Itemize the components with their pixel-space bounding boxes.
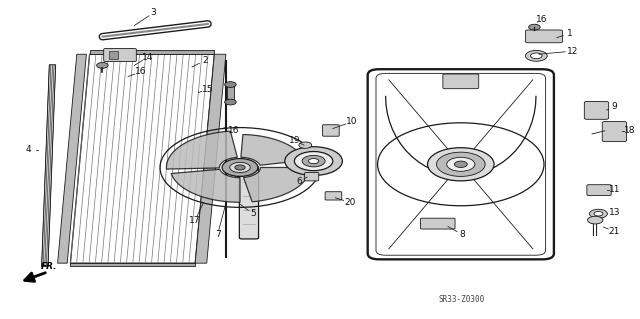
Circle shape — [97, 63, 108, 68]
FancyBboxPatch shape — [323, 125, 339, 136]
Text: 12: 12 — [567, 47, 579, 56]
Circle shape — [235, 165, 245, 170]
Circle shape — [230, 162, 250, 173]
Polygon shape — [166, 131, 237, 169]
Text: 20: 20 — [344, 198, 356, 207]
Text: SR33-Z0300: SR33-Z0300 — [438, 295, 484, 304]
Text: 8: 8 — [460, 230, 465, 239]
Text: 3: 3 — [151, 8, 156, 17]
Polygon shape — [244, 167, 310, 202]
FancyBboxPatch shape — [525, 30, 563, 43]
Text: 16: 16 — [228, 126, 239, 135]
Text: 5: 5 — [250, 209, 255, 218]
FancyBboxPatch shape — [325, 192, 342, 200]
Text: 18: 18 — [624, 126, 636, 135]
Circle shape — [225, 82, 236, 87]
FancyBboxPatch shape — [443, 74, 479, 89]
FancyBboxPatch shape — [602, 122, 627, 142]
Circle shape — [225, 99, 236, 105]
Text: 17: 17 — [189, 216, 201, 225]
FancyBboxPatch shape — [420, 218, 455, 229]
Text: 1: 1 — [567, 29, 572, 38]
Polygon shape — [70, 263, 195, 266]
Circle shape — [588, 216, 603, 224]
Text: 13: 13 — [609, 208, 620, 217]
FancyBboxPatch shape — [239, 166, 259, 239]
Polygon shape — [195, 54, 226, 263]
Circle shape — [285, 147, 342, 175]
Polygon shape — [42, 65, 56, 266]
Bar — [227, 85, 234, 102]
Circle shape — [529, 24, 540, 30]
Circle shape — [594, 211, 603, 216]
Circle shape — [233, 171, 244, 177]
Circle shape — [428, 148, 494, 181]
Circle shape — [302, 155, 325, 167]
Circle shape — [454, 161, 467, 167]
Text: 15: 15 — [202, 85, 214, 94]
FancyBboxPatch shape — [584, 101, 609, 119]
Text: 21: 21 — [609, 227, 620, 236]
Circle shape — [436, 152, 485, 176]
Text: 7: 7 — [215, 230, 220, 239]
Text: 6: 6 — [296, 177, 301, 186]
Polygon shape — [171, 169, 240, 202]
Circle shape — [531, 53, 542, 59]
Text: FR.: FR. — [40, 262, 57, 271]
Polygon shape — [241, 135, 305, 165]
Circle shape — [589, 209, 607, 218]
Text: 16: 16 — [135, 67, 147, 76]
Polygon shape — [70, 54, 214, 263]
Text: 16: 16 — [536, 15, 548, 24]
Text: 2: 2 — [202, 56, 207, 65]
FancyBboxPatch shape — [587, 185, 611, 196]
Circle shape — [222, 159, 258, 176]
Text: 4: 4 — [26, 145, 31, 154]
FancyBboxPatch shape — [305, 173, 319, 181]
Polygon shape — [58, 54, 86, 263]
Text: 11: 11 — [609, 185, 620, 194]
Circle shape — [299, 142, 312, 148]
Text: 9: 9 — [612, 102, 617, 111]
Circle shape — [525, 50, 547, 61]
Text: 10: 10 — [346, 117, 358, 126]
Text: 14: 14 — [141, 53, 153, 62]
Polygon shape — [90, 50, 214, 54]
FancyBboxPatch shape — [104, 48, 136, 62]
Text: 19: 19 — [289, 136, 300, 145]
Bar — [109, 51, 118, 59]
Circle shape — [447, 157, 475, 171]
Circle shape — [294, 152, 333, 171]
Circle shape — [308, 159, 319, 164]
